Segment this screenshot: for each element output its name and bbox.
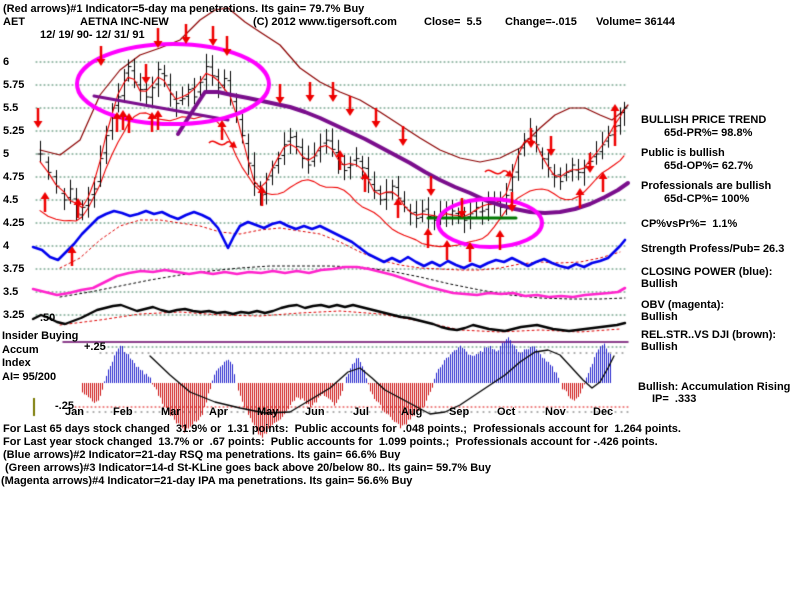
company-name: AETNA INC-NEW — [80, 16, 169, 28]
y-axis-label: 5.25 — [3, 125, 25, 137]
y-axis-label: 5 — [3, 148, 10, 160]
indicator1-title: (Red arrows)#1 Indicator=5-day ma penetr… — [3, 3, 365, 15]
indicator3-green-line: (Green arrows)#3 Indicator=14-d St-KLine… — [5, 462, 491, 474]
x-axis-month: Oct — [497, 406, 516, 418]
indicator2-blue-line: (Blue arrows)#2 Indicator=21-day RSQ ma … — [3, 449, 401, 461]
x-axis-month: Jul — [353, 406, 369, 418]
change-value: Change=-.015 — [505, 16, 577, 28]
ip-value: IP= .333 — [652, 393, 697, 405]
accumulation-status: Bullish: Accumulation Rising — [638, 381, 791, 393]
x-axis-month: Aug — [401, 406, 423, 418]
x-axis-month: Feb — [113, 406, 133, 418]
x-axis-month: Jan — [65, 406, 84, 418]
index-label: Index — [2, 357, 31, 369]
minus-25-label: -.25 — [55, 400, 74, 412]
volume-value: Volume= 36144 — [596, 16, 675, 28]
fifty-label: .50 — [40, 312, 56, 324]
price-trend-status: BULLISH PRICE TREND — [641, 114, 767, 126]
close-value: Close= 5.5 — [424, 16, 482, 28]
copyright-text: (C) 2012 www.tigersoft.com — [253, 16, 397, 28]
cp-percent: 65d-CP%= 100% — [664, 193, 750, 205]
y-axis-label: 5.5 — [3, 102, 19, 114]
x-axis-month: Jun — [305, 406, 325, 418]
plus-25-label: +.25 — [84, 341, 106, 353]
strength-ratio: Strength Profess/Pub= 26.3 — [641, 243, 785, 255]
closing-power-label: CLOSING POWER (blue): — [641, 266, 773, 278]
x-axis-month: Sep — [449, 406, 470, 418]
date-range: 12/ 19/ 90- 12/ 31/ 91 — [40, 29, 145, 41]
x-axis-month: May — [257, 406, 279, 418]
x-axis-month: Mar — [161, 406, 181, 418]
ai-value: AI= 95/200 — [2, 371, 57, 383]
x-axis-month: Apr — [209, 406, 228, 418]
relstr-status: Bullish — [641, 341, 678, 353]
accum-label: Accum — [2, 344, 39, 356]
cp-vs-pr: CP%vsPr%= 1.1% — [641, 218, 738, 230]
indicator4-magenta-line: (Magenta arrows)#4 Indicator=21-day IPA … — [1, 475, 413, 487]
obv-label: OBV (magenta): — [641, 299, 725, 311]
relstr-label: REL.STR..VS DJI (brown): — [641, 329, 777, 341]
public-status: Public is bullish — [641, 147, 725, 159]
ticker-symbol: AET — [3, 16, 25, 28]
pr-percent: 65d-PR%= 98.8% — [664, 127, 753, 139]
y-axis-label: 5.75 — [3, 79, 25, 91]
y-axis-label: 6 — [3, 56, 10, 68]
closing-power-status: Bullish — [641, 278, 678, 290]
op-percent: 65d-OP%= 62.7% — [664, 160, 753, 172]
y-axis-label: 4.75 — [3, 171, 25, 183]
insider-buying-label: Insider Buying — [2, 330, 79, 342]
stats-year-line: For Last year stock changed 13.7% or .67… — [3, 436, 658, 448]
x-axis-month: Dec — [593, 406, 614, 418]
y-axis-label: 3.75 — [3, 263, 25, 275]
x-axis-month: Nov — [545, 406, 566, 418]
y-axis-label: 4 — [3, 240, 10, 252]
y-axis-label: 4.25 — [3, 217, 25, 229]
stats-65day-line: For Last 65 days stock changed 31.9% or … — [3, 423, 681, 435]
professionals-status: Professionals are bullish — [641, 180, 772, 192]
y-axis-label: 3.25 — [3, 309, 25, 321]
y-axis-label: 4.5 — [3, 194, 19, 206]
obv-status: Bullish — [641, 311, 678, 323]
y-axis-label: 3.5 — [3, 286, 19, 298]
